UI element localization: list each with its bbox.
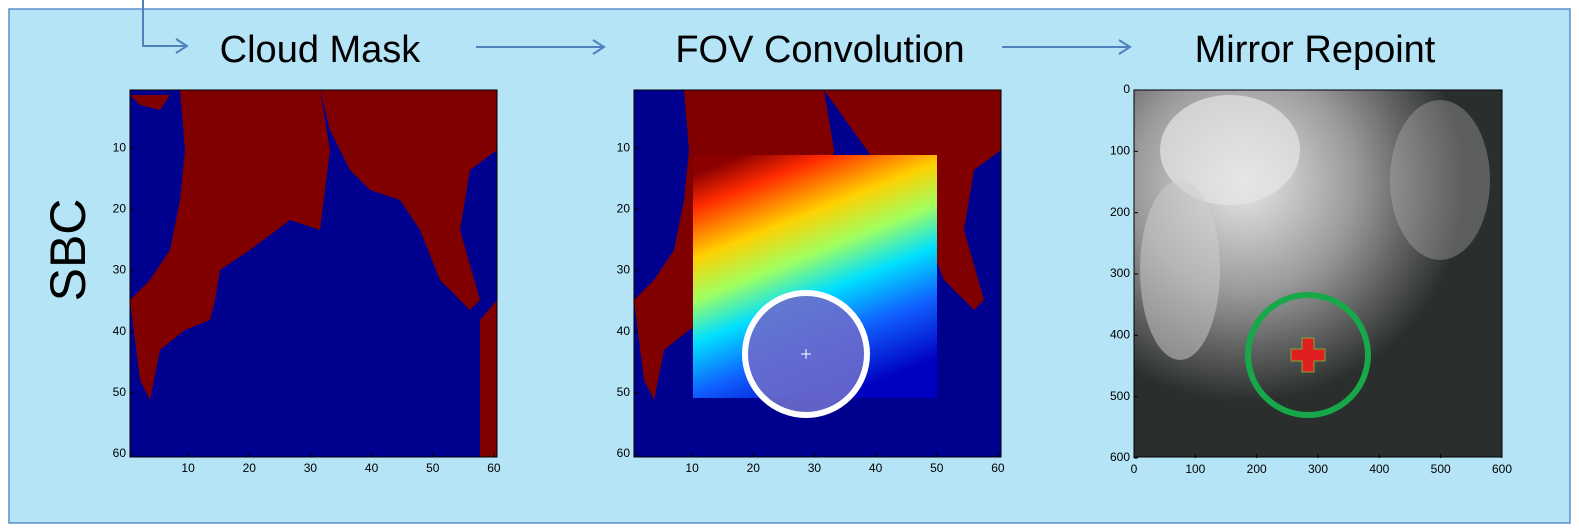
x-tick-label: 30 — [304, 461, 318, 475]
y-tick-label: 10 — [617, 140, 631, 154]
x-tick-label: 50 — [426, 461, 440, 475]
side-label: SBC — [40, 199, 96, 302]
y-tick-label: 50 — [113, 385, 127, 399]
x-tick-label: 60 — [487, 461, 501, 475]
y-tick-label: 100 — [1110, 144, 1130, 158]
x-tick-label: 200 — [1247, 462, 1267, 476]
y-tick-label: 60 — [617, 446, 631, 460]
x-tick-label: 100 — [1185, 462, 1205, 476]
x-tick-label: 300 — [1308, 462, 1328, 476]
fov-image — [634, 90, 1001, 457]
x-tick-label: 500 — [1431, 462, 1451, 476]
y-tick-label: 30 — [113, 263, 127, 277]
y-tick-label: 200 — [1110, 205, 1130, 219]
y-tick-label: 400 — [1110, 328, 1130, 342]
x-tick-label: 20 — [747, 461, 761, 475]
panel-title: Cloud Mask — [220, 29, 422, 71]
x-tick-label: 0 — [1131, 462, 1138, 476]
x-tick-label: 600 — [1492, 462, 1512, 476]
y-tick-label: 30 — [617, 263, 631, 277]
x-tick-label: 50 — [930, 461, 944, 475]
x-tick-label: 30 — [808, 461, 822, 475]
slide: SBC Cloud Mask FOV Convolution Mirror Re… — [0, 0, 1579, 528]
cloud-mask-image — [130, 90, 497, 457]
y-tick-label: 20 — [113, 201, 127, 215]
y-tick-label: 50 — [617, 385, 631, 399]
y-tick-label: 300 — [1110, 266, 1130, 280]
x-tick-label: 400 — [1369, 462, 1389, 476]
x-tick-label: 60 — [991, 461, 1005, 475]
y-tick-label: 40 — [617, 324, 631, 338]
x-tick-label: 10 — [181, 461, 195, 475]
panel-title: Mirror Repoint — [1195, 29, 1436, 71]
y-tick-label: 10 — [113, 140, 127, 154]
panel-title: FOV Convolution — [675, 29, 964, 71]
y-tick-label: 20 — [617, 201, 631, 215]
y-tick-label: 500 — [1110, 389, 1130, 403]
x-tick-label: 20 — [243, 461, 257, 475]
x-tick-label: 10 — [685, 461, 699, 475]
y-tick-label: 600 — [1110, 450, 1130, 464]
x-tick-label: 40 — [869, 461, 883, 475]
satellite-image — [1134, 90, 1502, 457]
y-tick-label: 0 — [1123, 82, 1130, 96]
y-tick-label: 40 — [113, 324, 127, 338]
x-tick-label: 40 — [365, 461, 379, 475]
y-tick-label: 60 — [113, 446, 127, 460]
